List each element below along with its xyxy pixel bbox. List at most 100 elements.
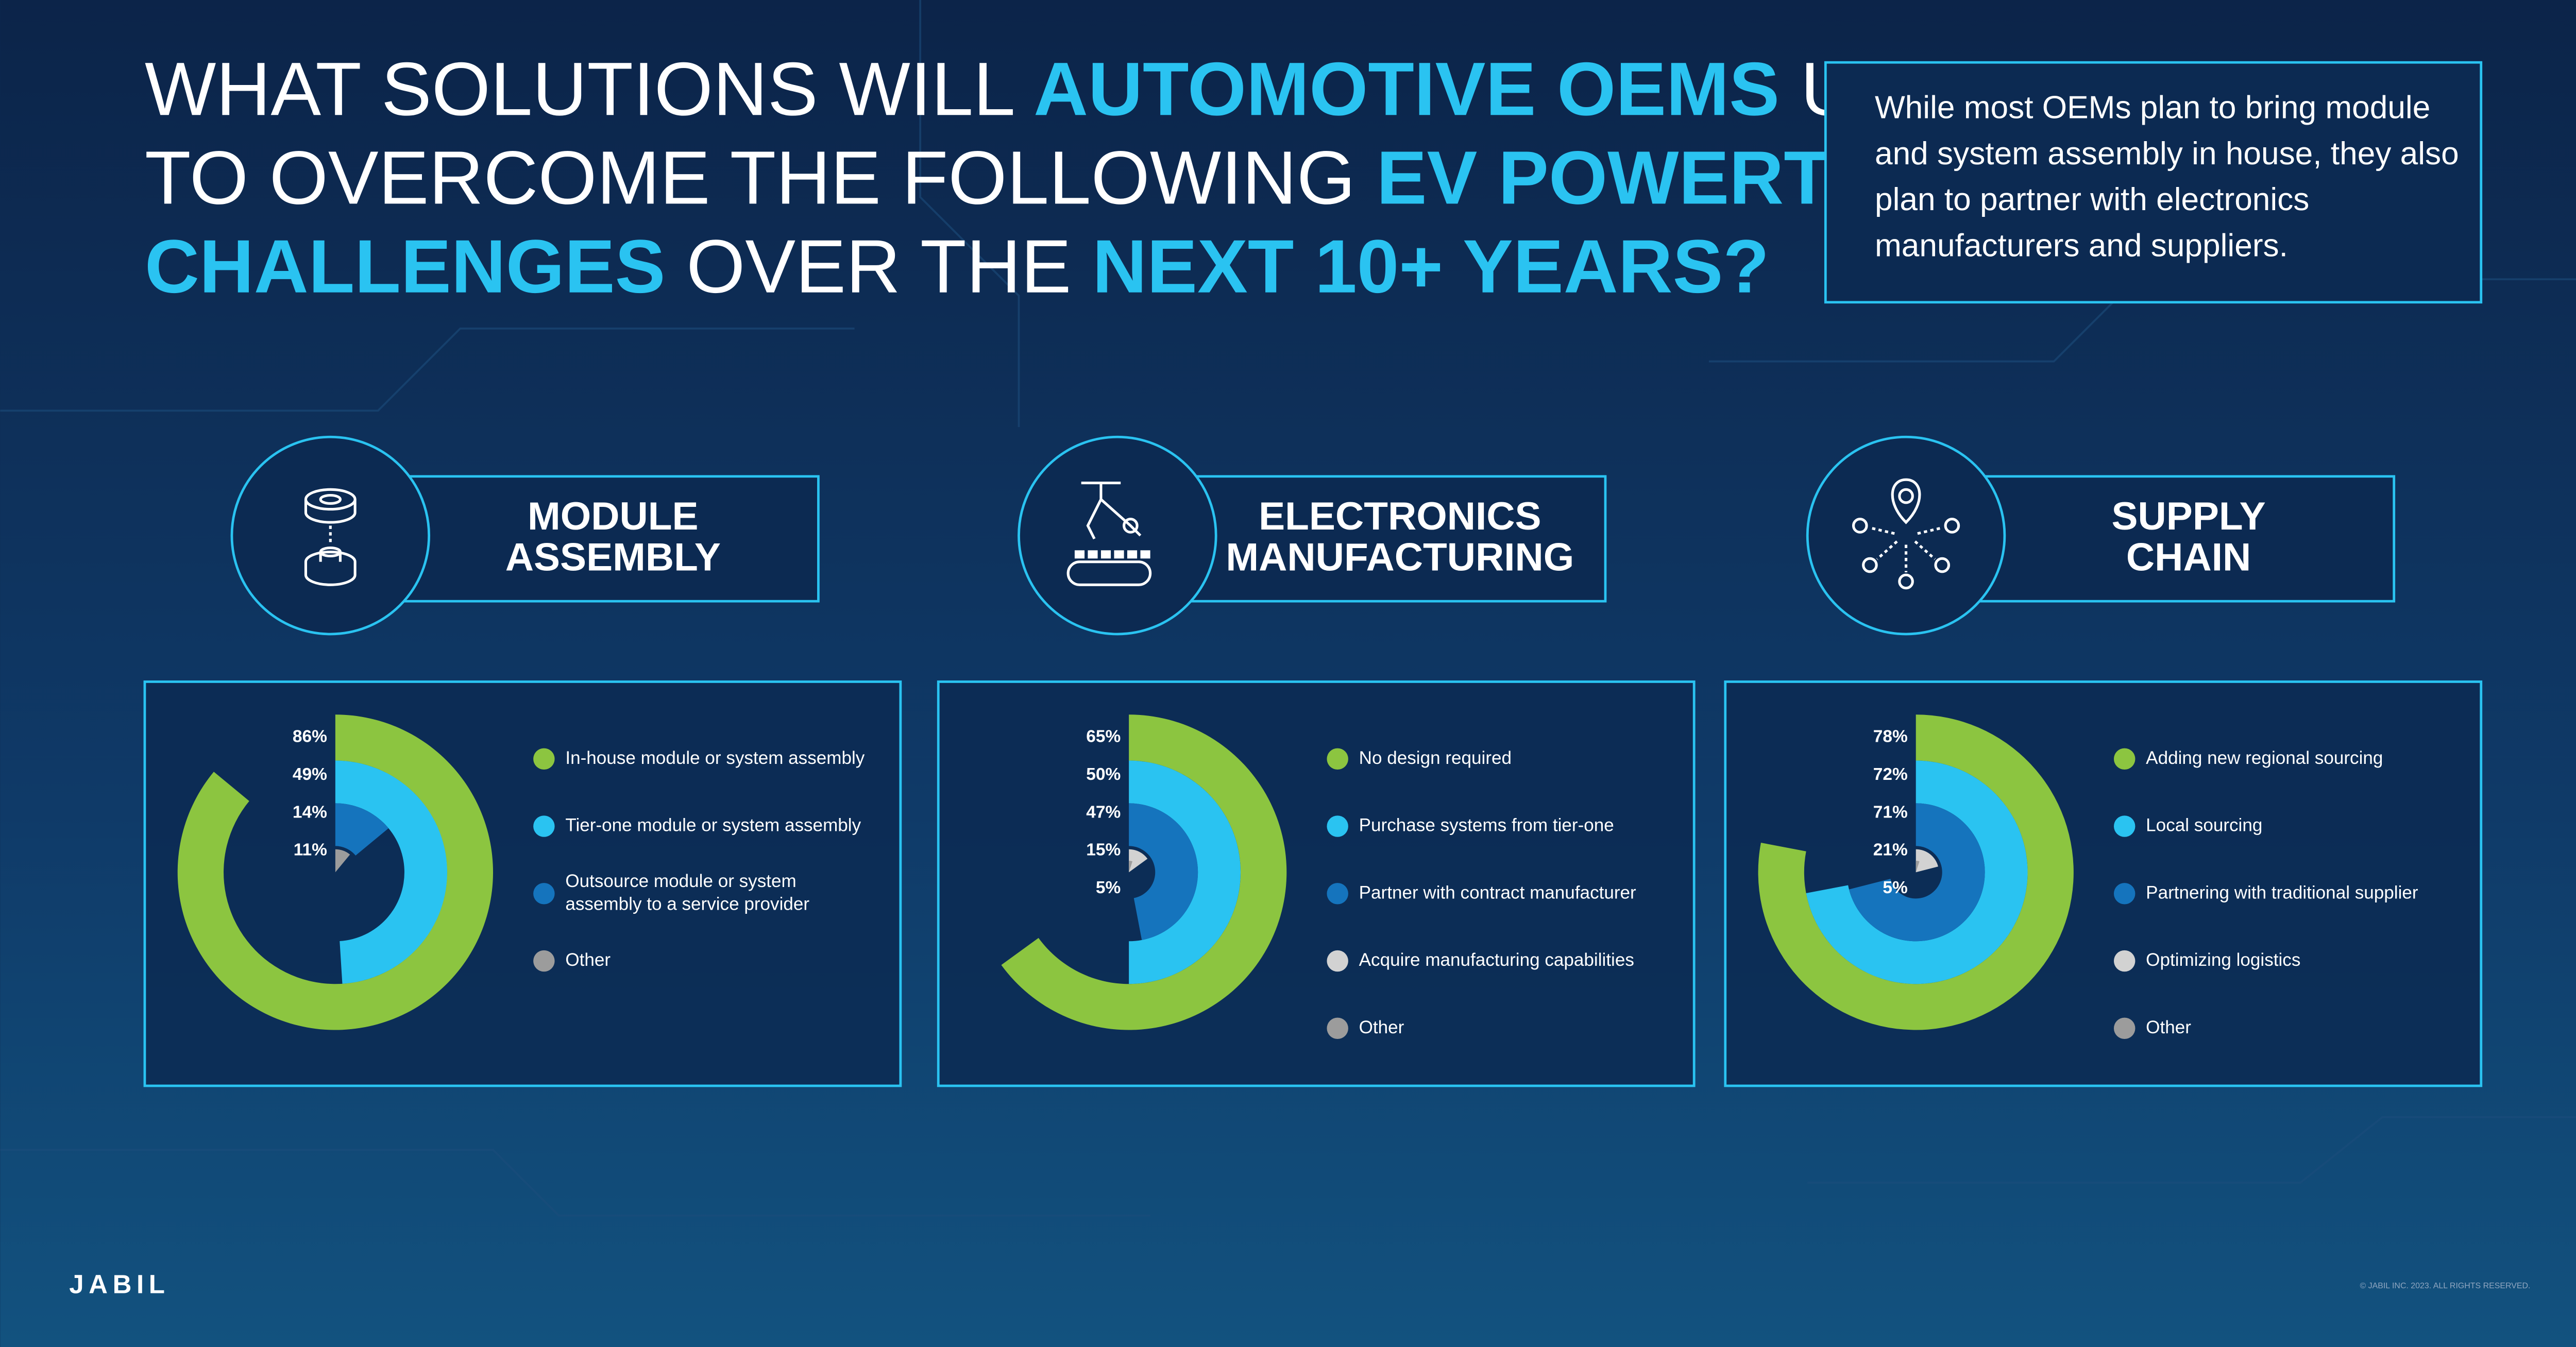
radial-bar (335, 803, 389, 856)
legend-marker (533, 748, 555, 770)
value-label: 65% (1086, 727, 1121, 746)
legend-label: Optimizing logistics (2146, 951, 2301, 971)
legend-marker (2113, 748, 2136, 770)
circuit-line (1807, 1116, 2576, 1184)
legend-marker (2113, 815, 2136, 837)
legend-item: Outsource module or system assembly to a… (565, 872, 810, 915)
legend-item: Other (565, 951, 611, 971)
icon-part (1898, 488, 1914, 504)
icon-circle (1018, 435, 1217, 636)
copyright: © JABIL INC. 2023. ALL RIGHTS RESERVED. (2360, 1282, 2530, 1290)
icon-part (1876, 540, 1898, 560)
value-label: 5% (1096, 878, 1121, 897)
legend-item: In-house module or system assembly (565, 749, 865, 769)
radial-bar (1849, 803, 1985, 942)
icon-part (1066, 560, 1152, 586)
legend-marker (1327, 815, 1348, 837)
chart-panel (937, 680, 1696, 1087)
legend-item: Adding new regional sourcing (2146, 749, 2383, 769)
circuit-line (919, 0, 1020, 428)
value-label: 47% (1086, 803, 1121, 822)
icon-part (1127, 550, 1138, 559)
legend-item: No design required (1359, 749, 1512, 769)
legend-item: Purchase systems from tier-one (1359, 816, 1614, 836)
legend-label: Acquire manufacturing capabilities (1359, 951, 1634, 971)
radial-bar (1001, 714, 1287, 1030)
chart-panel (1724, 680, 2483, 1087)
radial-bar (1806, 760, 2028, 984)
legend-label: Partnering with traditional supplier (2146, 883, 2418, 903)
legend-marker (1327, 748, 1348, 770)
legend-item: Local sourcing (2146, 816, 2263, 837)
icon-part (1934, 557, 1951, 573)
icon-circle (1806, 435, 2006, 636)
legend-marker (2113, 950, 2136, 972)
legend-item: Tier-one module or system assembly (565, 816, 861, 837)
radial-bar (1916, 849, 1938, 873)
radial-bar (1129, 861, 1133, 873)
legend-item: Optimizing logistics (2146, 951, 2301, 971)
legend-marker (2113, 883, 2136, 905)
icon-part (1898, 573, 1914, 590)
legend-marker (2113, 1017, 2136, 1039)
title-text: WHAT SOLUTIONS WILL (145, 47, 1033, 131)
radial-bar (1129, 849, 1148, 873)
icon-part (1081, 482, 1142, 540)
note: While most OEMs plan to bring module and… (1874, 90, 2459, 265)
value-label: 86% (293, 727, 327, 746)
legend-marker (533, 815, 555, 837)
legend-label: Tier-one module or system assembly (565, 816, 861, 837)
chart-title: SUPPLY (2112, 495, 2266, 538)
icon-part (1100, 550, 1111, 559)
legend-label: Partner with contract manufacturer (1359, 883, 1636, 903)
icon-part (1088, 550, 1098, 559)
legend-label: No design required (1359, 749, 1512, 769)
legend-marker (1327, 950, 1348, 972)
value-label: 21% (1873, 841, 1908, 860)
note-box (1824, 61, 2483, 304)
value-label: 78% (1873, 727, 1908, 746)
legend-item: Other (1359, 1018, 1404, 1038)
legend-label: Outsource module or system assembly to a… (565, 872, 810, 915)
legend-marker (533, 883, 555, 905)
legend-label: Local sourcing (2146, 816, 2263, 837)
chart-panel (143, 680, 902, 1087)
radial-bar (1916, 861, 1920, 873)
title-highlight: NEXT 10+ YEARS? (1092, 225, 1769, 309)
title-text: OVER THE (666, 225, 1093, 309)
legend-item: Other (2146, 1018, 2191, 1038)
value-label: 14% (293, 803, 327, 822)
icon-part (304, 550, 357, 586)
value-label: 5% (1883, 878, 1907, 897)
title-line: TO OVERCOME THE FOLLOWING EV POWERTRAIN (145, 135, 2015, 220)
circuit-line (0, 1149, 1150, 1217)
logo: JABIL (69, 1269, 170, 1299)
chart-title: CHAIN (2126, 536, 2251, 579)
title-line: WHAT SOLUTIONS WILL AUTOMOTIVE OEMS USE (145, 47, 1956, 131)
title-line: CHALLENGES OVER THE NEXT 10+ YEARS? (145, 225, 1769, 309)
icon-part (1114, 550, 1124, 559)
icon-part (1852, 518, 1868, 534)
value-label: 50% (1086, 765, 1121, 784)
radial-bar (1129, 803, 1198, 940)
value-label: 71% (1873, 803, 1908, 822)
legend-item: Partner with contract manufacturer (1359, 883, 1636, 903)
icon-part (1140, 550, 1150, 559)
legend-label: Other (565, 951, 611, 971)
icon-part (1891, 478, 1921, 524)
legend-item: Acquire manufacturing capabilities (1359, 951, 1634, 971)
value-label: 15% (1086, 841, 1121, 860)
title: WHAT SOLUTIONS WILL AUTOMOTIVE OEMS USET… (145, 47, 2015, 309)
legend-label: Other (1359, 1018, 1404, 1038)
title-text: TO OVERCOME THE FOLLOWING (145, 135, 1377, 220)
header-box (1956, 475, 2396, 603)
icon-part (1862, 557, 1878, 573)
icon-part (1914, 540, 1936, 560)
icon-part (1123, 518, 1139, 534)
